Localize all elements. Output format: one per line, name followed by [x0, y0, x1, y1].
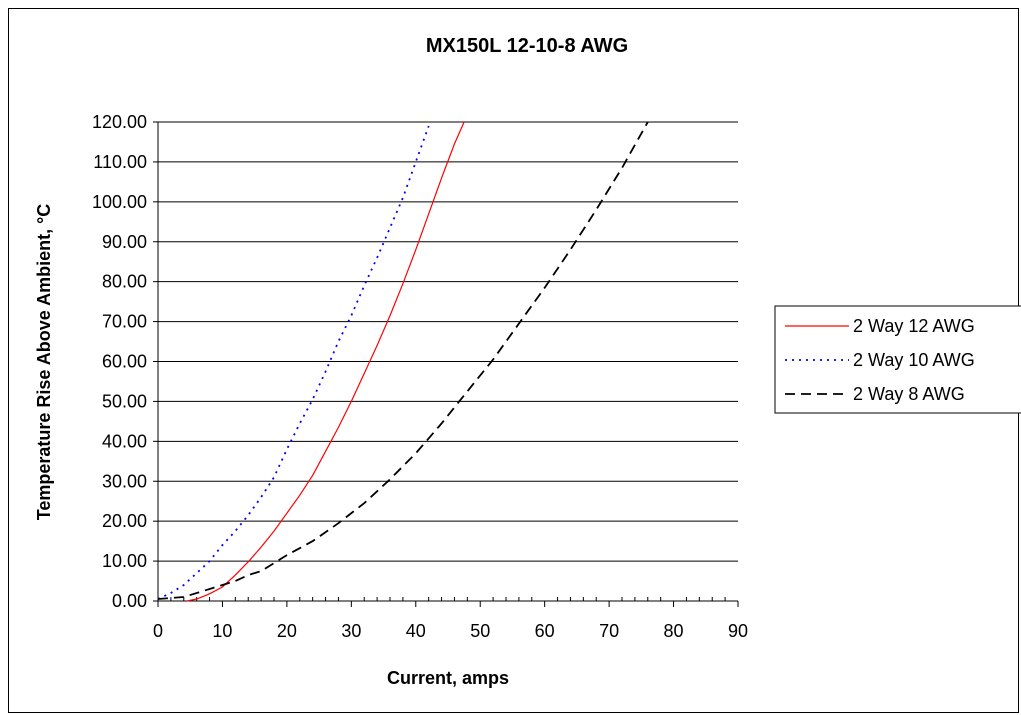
- x-tick-label: 70: [599, 621, 619, 641]
- series-line-3: [157, 121, 649, 600]
- legend-label: 2 Way 8 AWG: [853, 384, 965, 404]
- y-tick-label: 10.00: [102, 551, 147, 571]
- y-tick-label: 90.00: [102, 232, 147, 252]
- y-tick-label: 100.00: [92, 192, 147, 212]
- series-line-2: [157, 125, 430, 600]
- x-tick-label: 0: [153, 621, 163, 641]
- series-line-1: [186, 121, 465, 602]
- y-tick-label: 120.00: [92, 112, 147, 132]
- x-tick-label: 40: [406, 621, 426, 641]
- axes: [153, 121, 739, 607]
- legend-label: 2 Way 10 AWG: [853, 350, 975, 370]
- legend: 2 Way 12 AWG 2 Way 10 AWG 2 Way 8 AWG: [774, 305, 1021, 414]
- legend-label: 2 Way 12 AWG: [853, 316, 975, 336]
- chart-title: MX150L 12-10-8 AWG: [426, 35, 628, 57]
- x-tick-label: 30: [341, 621, 361, 641]
- x-axis-title: Current, amps: [387, 668, 509, 688]
- y-tick-label: 30.00: [102, 471, 147, 491]
- y-tick-label: 60.00: [102, 352, 147, 372]
- grid-lines: [158, 121, 738, 562]
- y-tick-label: 40.00: [102, 431, 147, 451]
- x-tick-label: 60: [535, 621, 555, 641]
- x-tick-label: 10: [212, 621, 232, 641]
- y-tick-label: 50.00: [102, 391, 147, 411]
- x-tick-label: 80: [664, 621, 684, 641]
- x-tick-label: 50: [470, 621, 490, 641]
- x-tick-labels: 0 10 20 30 40 50 60 70 80 90: [153, 621, 748, 641]
- x-tick-label: 90: [728, 621, 748, 641]
- y-tick-label: 20.00: [102, 511, 147, 531]
- y-tick-label: 0.00: [112, 591, 147, 611]
- x-tick-label: 20: [277, 621, 297, 641]
- y-tick-label: 110.00: [93, 152, 147, 172]
- legend-box: [774, 305, 1021, 414]
- y-tick-label: 70.00: [102, 312, 147, 332]
- y-axis-title: Temperature Rise Above Ambient, °C: [34, 204, 54, 521]
- y-tick-labels: 0.00 10.00 20.00 30.00 40.00 50.00 60.00 70.00 8…: [92, 112, 147, 611]
- y-tick-label: 80.00: [102, 272, 147, 292]
- series-lines: [157, 121, 649, 602]
